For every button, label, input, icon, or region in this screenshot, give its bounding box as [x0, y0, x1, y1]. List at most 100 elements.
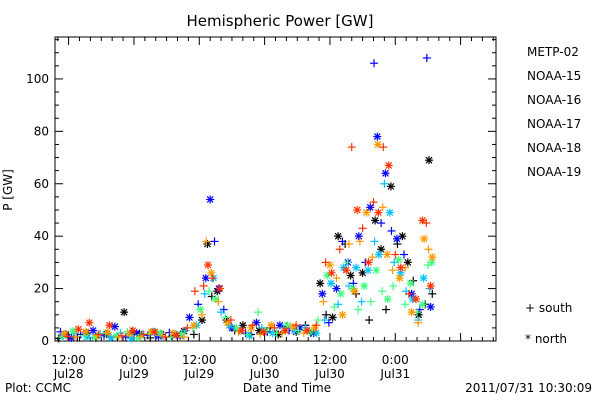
plus-marker-noaa-19: [190, 287, 199, 296]
star-marker-noaa-19: [418, 216, 427, 225]
star-marker-noaa-19: [303, 326, 312, 335]
star-marker-metp-02: [238, 321, 247, 330]
star-marker-noaa-15: [206, 195, 215, 204]
star-marker-noaa-15: [332, 284, 341, 293]
star-marker-metp-02: [316, 279, 325, 288]
star-marker-noaa-16: [327, 279, 336, 288]
x-tick-date-label: Jul30: [249, 367, 280, 381]
star-marker-noaa-16: [419, 274, 428, 283]
star-marker-noaa-18: [373, 140, 382, 149]
star-marker-noaa-18: [288, 322, 297, 331]
x-tick-date-label: Jul30: [314, 367, 345, 381]
plus-marker-noaa-15: [143, 331, 152, 340]
plus-marker-noaa-19: [139, 330, 148, 339]
plus-marker-noaa-17: [366, 297, 375, 306]
plus-marker-noaa-16: [357, 297, 366, 306]
x-tick-label: 0:00: [120, 353, 147, 367]
y-axis-label: P [GW]: [1, 169, 15, 211]
legend-entry: NOAA-17: [527, 117, 581, 131]
star-marker-noaa-15: [201, 274, 210, 283]
plot-credit: Plot: CCMC: [5, 381, 71, 395]
plus-marker-noaa-19: [379, 143, 388, 152]
plus-marker-noaa-16: [380, 179, 389, 188]
y-tick-label: 100: [26, 72, 49, 86]
x-tick-date-label: Jul29: [118, 367, 149, 381]
plus-marker-noaa-17: [343, 258, 352, 267]
star-marker-noaa-18: [325, 261, 334, 269]
plus-marker-noaa-18: [424, 245, 433, 254]
star-marker-metp-02: [346, 271, 355, 280]
plus-marker-noaa-19: [292, 321, 301, 330]
plus-marker-noaa-17: [378, 287, 387, 296]
star-marker-noaa-19: [374, 208, 383, 217]
star-marker-noaa-15: [110, 322, 119, 331]
star-marker-noaa-19: [150, 327, 159, 336]
plus-marker-noaa-18: [180, 333, 189, 342]
star-marker-noaa-17: [394, 255, 403, 264]
star-marker-noaa-18: [338, 310, 347, 319]
plus-marker-noaa-18: [198, 310, 206, 319]
star-marker-noaa-15: [89, 326, 98, 335]
plus-marker-noaa-19: [391, 250, 400, 259]
star-marker-noaa-15: [318, 289, 327, 298]
star-marker-noaa-16: [364, 266, 373, 275]
plus-marker-noaa-17: [313, 316, 322, 325]
x-tick-date-label: Jul28: [53, 367, 84, 381]
star-marker-noaa-19: [342, 266, 351, 275]
star-marker-noaa-19: [364, 258, 373, 267]
plus-marker-noaa-19: [369, 198, 378, 207]
plus-marker-noaa-17: [389, 281, 398, 290]
plus-marker-noaa-19: [199, 281, 208, 290]
plus-marker-noaa-19: [161, 333, 170, 342]
star-marker-noaa-19: [74, 325, 83, 334]
legend-entry: NOAA-18: [527, 141, 581, 155]
legend: METP-02 NOAA-15 NOAA-16 NOAA-17 NOAA-18 NOAA-…: [527, 45, 581, 179]
plus-marker-noaa-18: [214, 297, 223, 306]
star-marker-metp-02: [334, 232, 343, 241]
plus-marker-noaa-18: [368, 253, 377, 262]
star-marker-noaa-16: [245, 331, 254, 340]
plus-marker-noaa-16: [200, 289, 209, 298]
plus-marker-noaa-18: [378, 203, 387, 212]
plus-marker-metp-02: [382, 305, 391, 314]
plus-marker-noaa-19: [270, 323, 279, 332]
star-marker-noaa-18: [103, 328, 112, 337]
y-tick-label: 20: [34, 282, 49, 296]
legend-entry: NOAA-15: [527, 69, 581, 83]
x-tick-label: 12:00: [313, 353, 348, 367]
star-marker-metp-02: [371, 216, 380, 225]
star-marker-noaa-15: [185, 313, 194, 322]
star-marker-metp-02: [120, 308, 129, 317]
star-marker-noaa-19: [353, 205, 362, 214]
star-marker-noaa-15: [366, 203, 375, 212]
star-marker-noaa-19: [426, 281, 435, 290]
plus-marker-noaa-18: [345, 240, 353, 249]
star-marker-metp-02: [328, 313, 337, 322]
plus-marker-noaa-19: [422, 219, 431, 228]
star-marker-metp-02: [386, 182, 395, 191]
star-marker-metp-02: [425, 156, 434, 165]
x-tick-label: 0:00: [251, 353, 278, 367]
plus-marker-noaa-19: [358, 224, 367, 233]
x-tick-date-label: Jul31: [379, 367, 410, 381]
star-marker-noaa-17: [134, 333, 143, 342]
y-tick-label: 80: [34, 124, 49, 138]
star-marker-noaa-19: [128, 326, 137, 335]
star-marker-noaa-18: [428, 253, 437, 262]
legend-entry: METP-02: [527, 45, 579, 59]
plus-marker-noaa-15: [387, 226, 396, 235]
plus-marker-noaa-19: [321, 258, 330, 267]
plus-marker-noaa-15: [210, 237, 219, 246]
plus-marker-noaa-18: [114, 333, 123, 342]
star-marker-noaa-18: [207, 268, 216, 277]
plus-marker-noaa-17: [205, 287, 214, 296]
star-marker-noaa-18: [189, 321, 198, 330]
star-marker-noaa-19: [237, 326, 246, 335]
star-marker-metp-02: [403, 258, 412, 267]
plus-marker-noaa-18: [202, 237, 211, 246]
star-marker-noaa-16: [374, 250, 383, 259]
star-marker-noaa-18: [395, 274, 404, 283]
plus-marker-noaa-18: [332, 274, 341, 283]
star-marker-metp-02: [274, 330, 283, 339]
plus-marker-noaa-15: [377, 219, 386, 228]
